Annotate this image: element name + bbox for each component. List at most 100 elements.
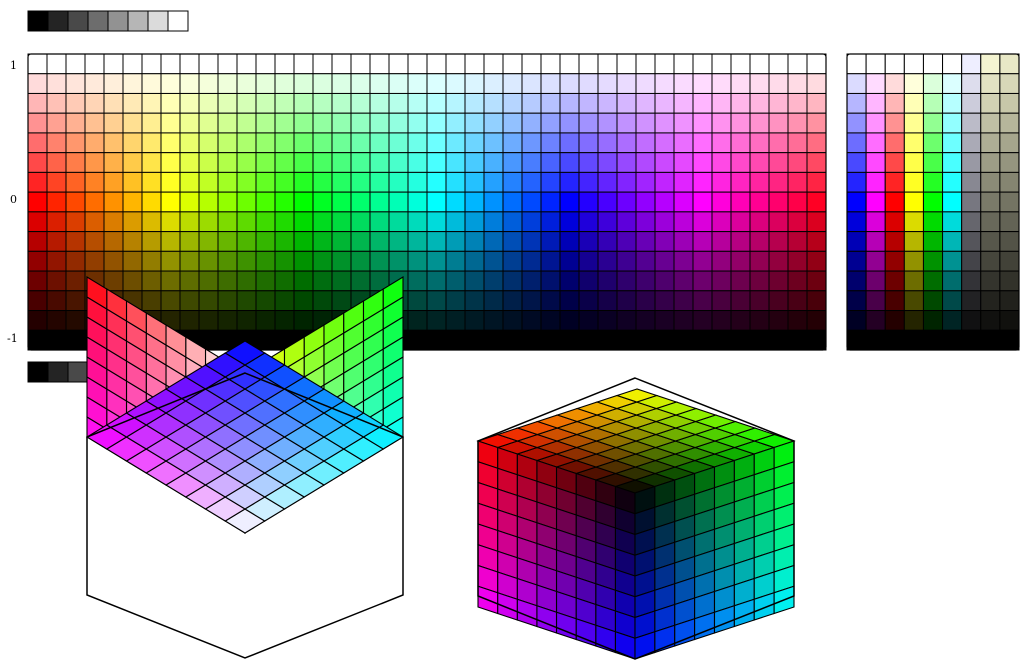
grid-cell (559, 211, 580, 233)
grid-cell (331, 270, 352, 292)
side-grid-cell (903, 92, 924, 114)
grid-cell (768, 191, 789, 213)
grid-cell (274, 250, 295, 272)
grid-cell (692, 92, 713, 114)
grid-cell (730, 250, 751, 272)
grid-cell (122, 211, 143, 233)
grid-cell (730, 191, 751, 213)
grid-cell (274, 73, 295, 94)
grid-cell (65, 191, 86, 213)
grid-cell (331, 231, 352, 252)
grid-cell (616, 171, 637, 193)
grid-cell (27, 250, 48, 272)
grid-cell (464, 112, 485, 134)
grid-cell (426, 53, 447, 75)
side-grid-cell (942, 73, 963, 94)
side-grid-cell (922, 290, 944, 312)
grid-cell (787, 152, 808, 173)
grid-cell (540, 290, 561, 312)
grid-cell (673, 270, 694, 292)
grid-cell (46, 171, 67, 193)
side-grid-cell (999, 112, 1020, 134)
grid-cell (806, 270, 827, 292)
side-grid-cell (846, 270, 867, 292)
grid-cell (692, 112, 713, 134)
grid-cell (84, 211, 105, 233)
side-grid-cell (980, 112, 1001, 134)
grid-cell (27, 310, 48, 331)
grid-cell (255, 270, 276, 292)
grid-cell (388, 73, 409, 94)
grid-cell (445, 231, 466, 252)
side-grid-cell (903, 310, 924, 331)
grid-cell (369, 171, 390, 193)
side-grid-cell (865, 73, 886, 94)
side-grid-cell (865, 112, 886, 134)
grid-cell (635, 329, 656, 351)
grid-cell (597, 231, 618, 252)
side-grid-cell (942, 211, 963, 233)
grid-cell (388, 191, 409, 213)
grid-cell (540, 211, 561, 233)
grid-cell (312, 290, 333, 312)
grid-cell (540, 73, 561, 94)
grid-cell (236, 211, 257, 233)
grid-cell (179, 310, 200, 331)
grid-cell (426, 112, 447, 134)
side-grid-cell (922, 211, 944, 233)
side-grid-cell (903, 73, 924, 94)
grid-cell (122, 132, 143, 154)
grid-cell (464, 211, 485, 233)
grid-cell (578, 132, 599, 154)
side-grid-cell (846, 73, 867, 94)
grid-cell (768, 73, 789, 94)
grid-cell (388, 112, 409, 134)
side-grid-cell (884, 191, 905, 213)
grid-cell (27, 92, 48, 114)
grid-cell (274, 53, 295, 75)
grid-cell (730, 73, 751, 94)
grid-cell (502, 329, 523, 351)
side-grid-cell (922, 231, 944, 252)
grid-cell (806, 92, 827, 114)
grid-cell (616, 92, 637, 114)
grid-cell (654, 270, 675, 292)
grid-cell (179, 171, 200, 193)
grid-cell (312, 250, 333, 272)
side-grid-cell (980, 231, 1001, 252)
grid-cell (65, 53, 86, 75)
grid-cell (635, 73, 656, 94)
grid-cell (711, 310, 732, 331)
side-grid-cell (980, 191, 1001, 213)
grid-cell (46, 310, 67, 331)
grid-cell (255, 132, 276, 154)
grid-cell (312, 171, 333, 193)
side-grid-cell (922, 112, 944, 134)
grid-cell (749, 290, 770, 312)
grid-cell (616, 231, 637, 252)
grid-cell (616, 250, 637, 272)
side-grid-cell (865, 211, 886, 233)
grid-cell (160, 270, 181, 292)
grid-cell (141, 211, 162, 233)
grid-cell (635, 171, 656, 193)
grid-cell (597, 250, 618, 272)
side-grid-cell (922, 92, 944, 114)
grid-cell (331, 92, 352, 114)
grid-cell (217, 191, 238, 213)
side-grid-cell (922, 329, 944, 351)
side-grid-cell (999, 250, 1020, 272)
grid-cell (407, 73, 428, 94)
grid-cell (616, 329, 637, 351)
grid-cell (711, 152, 732, 173)
grid-cell (483, 211, 504, 233)
grid-cell (179, 92, 200, 114)
grid-cell (445, 211, 466, 233)
grid-cell (27, 231, 48, 252)
grid-cell (274, 310, 295, 331)
grid-cell (559, 329, 580, 351)
grid-cell (616, 73, 637, 94)
grid-cell (388, 171, 409, 193)
grid-cell (255, 290, 276, 312)
grid-cell (521, 53, 542, 75)
